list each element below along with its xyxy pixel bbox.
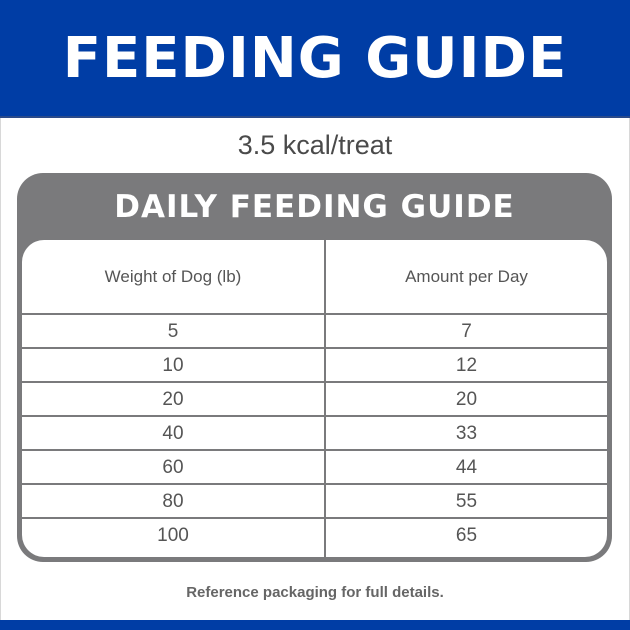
feeding-guide-title: DAILY FEEDING GUIDE — [114, 189, 515, 225]
table-row: 60 44 — [22, 451, 607, 485]
calorie-info: 3.5 kcal/treat — [237, 130, 393, 160]
table-row: 10 12 — [22, 349, 607, 383]
amount-cell: 44 — [455, 457, 478, 478]
page-title: FEEDING GUIDE — [62, 25, 568, 91]
column-header-weight: Weight of Dog (lb) — [104, 266, 242, 286]
weight-cell: 100 — [157, 525, 189, 546]
weight-cell: 20 — [162, 389, 184, 410]
header-banner: FEEDING GUIDE — [0, 0, 630, 118]
amount-cell: 65 — [455, 525, 478, 546]
table-row: 20 20 — [22, 383, 607, 417]
feeding-table: Weight of Dog (lb) Amount per Day 5 7 10 12… — [22, 240, 607, 557]
table-row: 100 65 — [22, 519, 607, 553]
table-row: 40 33 — [22, 417, 607, 451]
bottom-bar — [0, 620, 630, 630]
table-row: 80 55 — [22, 485, 607, 519]
column-header-amount: Amount per Day — [405, 266, 528, 286]
weight-cell: 10 — [162, 355, 184, 376]
feeding-guide-panel: DAILY FEEDING GUIDE Weight of Dog (lb) A… — [17, 173, 612, 562]
amount-cell: 55 — [455, 491, 478, 512]
table-header: Weight of Dog (lb) Amount per Day — [22, 240, 607, 315]
column-divider — [324, 240, 326, 557]
weight-cell: 40 — [162, 423, 184, 444]
footer-note: Reference packaging for full details. — [186, 584, 444, 601]
weight-cell: 5 — [167, 321, 179, 342]
weight-cell: 60 — [162, 457, 184, 478]
amount-cell: 33 — [455, 423, 478, 444]
amount-cell: 7 — [461, 321, 472, 342]
weight-cell: 80 — [162, 491, 184, 512]
amount-cell: 20 — [455, 389, 478, 410]
amount-cell: 12 — [455, 355, 478, 376]
